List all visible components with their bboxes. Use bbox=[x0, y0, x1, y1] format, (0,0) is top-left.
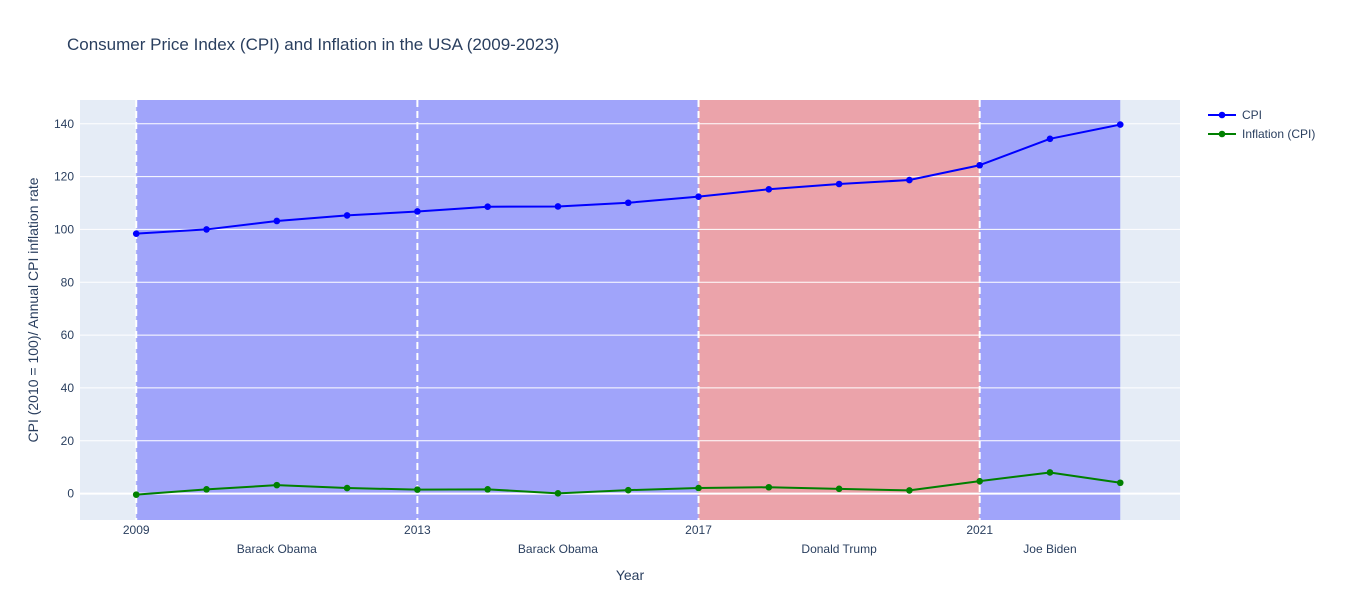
term-bands bbox=[136, 100, 1121, 520]
term-label-1: Barack Obama bbox=[518, 542, 598, 556]
data-point bbox=[976, 477, 983, 485]
term-label-0: Barack Obama bbox=[237, 542, 317, 556]
data-point bbox=[1046, 469, 1054, 476]
term-band-0 bbox=[136, 100, 418, 520]
y-tick-label: 60 bbox=[61, 328, 75, 342]
data-point bbox=[835, 485, 843, 493]
y-tick-label: 140 bbox=[54, 117, 74, 131]
grid-lines bbox=[80, 123, 1180, 495]
term-band-3 bbox=[979, 100, 1121, 520]
chart-title: Consumer Price Index (CPI) and Inflation… bbox=[67, 35, 559, 54]
data-point bbox=[835, 180, 843, 188]
y-tick-label: 20 bbox=[61, 434, 75, 448]
data-point bbox=[203, 226, 210, 233]
y-tick-labels: 0 20 40 60 80 100 120 140 bbox=[54, 117, 74, 501]
term-dividers bbox=[135, 100, 981, 520]
x-tick-label: 2009 bbox=[123, 523, 150, 537]
term-labels: Barack Obama Barack Obama Donald Trump Joe … bbox=[237, 542, 1077, 556]
x-tick-label: 2021 bbox=[966, 523, 993, 537]
data-point bbox=[906, 487, 913, 494]
term-label-2: Donald Trump bbox=[801, 542, 877, 556]
data-point bbox=[554, 203, 562, 210]
x-tick-label: 2017 bbox=[685, 523, 712, 537]
series-layer bbox=[132, 121, 1124, 498]
legend-label-0: CPI bbox=[1242, 108, 1262, 122]
data-point bbox=[132, 491, 140, 498]
data-point bbox=[132, 230, 140, 237]
legend-marker-1 bbox=[1218, 130, 1226, 138]
data-point bbox=[1116, 479, 1124, 487]
x-axis-title: Year bbox=[616, 567, 645, 583]
data-point bbox=[554, 490, 562, 497]
y-tick-label: 80 bbox=[61, 275, 75, 289]
term-band-2 bbox=[698, 100, 980, 520]
data-point bbox=[765, 185, 773, 193]
data-point bbox=[906, 176, 913, 184]
data-point bbox=[624, 199, 632, 207]
term-band-1 bbox=[417, 100, 699, 520]
data-point bbox=[343, 212, 351, 219]
data-point bbox=[624, 486, 632, 494]
legend: CPI Inflation (CPI) bbox=[1208, 108, 1315, 141]
data-point bbox=[273, 481, 281, 489]
data-point bbox=[484, 486, 491, 493]
y-tick-label: 120 bbox=[54, 170, 74, 184]
y-tick-label: 100 bbox=[54, 222, 74, 236]
data-point bbox=[1116, 121, 1124, 128]
y-tick-label: 40 bbox=[61, 381, 75, 395]
y-axis-title: CPI (2010 = 100)/ Annual CPI inflation r… bbox=[25, 177, 41, 442]
data-point bbox=[484, 203, 491, 211]
data-point bbox=[414, 208, 421, 215]
legend-marker-0 bbox=[1218, 111, 1226, 119]
data-point bbox=[343, 484, 351, 492]
term-label-3: Joe Biden bbox=[1023, 542, 1076, 556]
x-tick-labels: 2009 2013 2017 2021 bbox=[123, 523, 993, 537]
data-point bbox=[695, 484, 702, 492]
x-tick-label: 2013 bbox=[404, 523, 431, 537]
data-point bbox=[1046, 135, 1054, 143]
data-point bbox=[695, 193, 702, 200]
data-point bbox=[203, 486, 210, 493]
data-point bbox=[765, 483, 773, 491]
data-point bbox=[273, 217, 281, 225]
y-tick-label: 0 bbox=[67, 487, 74, 501]
data-point bbox=[976, 161, 983, 169]
data-point bbox=[414, 486, 421, 493]
legend-label-1: Inflation (CPI) bbox=[1242, 127, 1315, 141]
